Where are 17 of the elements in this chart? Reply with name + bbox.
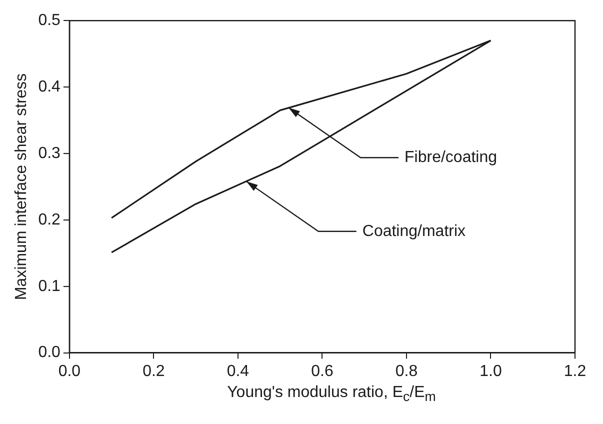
annotation: Fibre/coating bbox=[404, 149, 498, 166]
x-tick-label: 0.8 bbox=[395, 362, 418, 380]
x-tick-label: 1.2 bbox=[564, 362, 586, 380]
annotation: Coating/matrix bbox=[362, 222, 466, 240]
y-tick-label: 0.1 bbox=[38, 278, 61, 295]
x-tick-label: 0.0 bbox=[58, 362, 81, 380]
y-axis-title: Maximum interface shear stress bbox=[13, 73, 30, 300]
y-tick-label: 0.3 bbox=[38, 144, 61, 162]
x-tick-label: 0.6 bbox=[311, 362, 334, 380]
y-tick-label: 0.2 bbox=[38, 211, 61, 228]
x-tick-label: 1.0 bbox=[480, 362, 502, 380]
x-tick-label: 0.2 bbox=[142, 362, 165, 380]
y-tick-label: 0.4 bbox=[38, 78, 61, 96]
x-axis-title: Young's modulus ratio, E$_{c}$/E$_{m}$ bbox=[226, 384, 437, 404]
x-tick-label: 0.4 bbox=[226, 362, 250, 380]
y-tick-label: 0.0 bbox=[38, 344, 61, 362]
y-tick-label: 0.5 bbox=[38, 12, 61, 30]
